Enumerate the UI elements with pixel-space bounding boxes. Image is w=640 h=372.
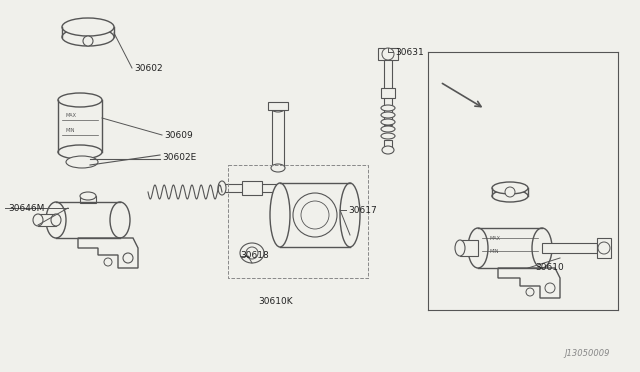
Ellipse shape xyxy=(80,192,96,200)
Ellipse shape xyxy=(110,202,130,238)
Ellipse shape xyxy=(381,126,395,132)
Text: 30602E: 30602E xyxy=(162,153,196,161)
Circle shape xyxy=(293,193,337,237)
Ellipse shape xyxy=(46,202,66,238)
Ellipse shape xyxy=(51,214,61,226)
Bar xyxy=(384,140,392,150)
Ellipse shape xyxy=(381,105,395,111)
Ellipse shape xyxy=(468,228,488,268)
Bar xyxy=(272,108,284,168)
Bar xyxy=(597,238,611,258)
Ellipse shape xyxy=(270,183,290,247)
Text: 30631: 30631 xyxy=(395,48,424,57)
Bar xyxy=(381,88,395,98)
Circle shape xyxy=(123,253,133,263)
Ellipse shape xyxy=(218,181,226,195)
Ellipse shape xyxy=(532,228,552,268)
Text: MAX: MAX xyxy=(490,236,501,241)
Circle shape xyxy=(545,283,555,293)
Ellipse shape xyxy=(340,183,360,247)
Ellipse shape xyxy=(381,133,395,139)
Circle shape xyxy=(505,187,515,197)
Ellipse shape xyxy=(58,93,102,107)
Ellipse shape xyxy=(271,164,285,172)
Ellipse shape xyxy=(381,112,395,118)
Text: 30610K: 30610K xyxy=(258,298,292,307)
Circle shape xyxy=(598,242,610,254)
Ellipse shape xyxy=(66,156,98,168)
Circle shape xyxy=(301,201,329,229)
Bar xyxy=(268,102,288,110)
Bar xyxy=(378,48,398,60)
Bar xyxy=(80,196,96,203)
Bar xyxy=(460,240,478,256)
Ellipse shape xyxy=(62,28,114,46)
Bar xyxy=(542,243,597,253)
Text: 30646M: 30646M xyxy=(8,203,44,212)
Text: 30617: 30617 xyxy=(348,205,377,215)
Polygon shape xyxy=(498,268,560,298)
Text: 30609: 30609 xyxy=(164,131,193,140)
Text: MIN: MIN xyxy=(65,128,74,133)
Ellipse shape xyxy=(492,190,528,202)
Text: MIN: MIN xyxy=(490,249,499,254)
Circle shape xyxy=(83,36,93,46)
Text: 30610: 30610 xyxy=(535,263,564,273)
Bar xyxy=(384,60,392,125)
Ellipse shape xyxy=(382,146,394,154)
Circle shape xyxy=(246,247,258,259)
Ellipse shape xyxy=(58,145,102,159)
Ellipse shape xyxy=(455,240,465,256)
Bar xyxy=(242,181,262,195)
Ellipse shape xyxy=(271,104,285,112)
Ellipse shape xyxy=(33,214,43,226)
Ellipse shape xyxy=(62,18,114,36)
Text: J13050009: J13050009 xyxy=(564,349,610,358)
Circle shape xyxy=(382,48,394,60)
Text: MAX: MAX xyxy=(65,113,76,118)
Bar xyxy=(38,214,56,226)
Text: 30618: 30618 xyxy=(240,251,269,260)
Circle shape xyxy=(104,258,112,266)
Bar xyxy=(222,184,277,192)
Polygon shape xyxy=(78,238,138,268)
Text: 30602: 30602 xyxy=(134,64,163,73)
Circle shape xyxy=(526,288,534,296)
Ellipse shape xyxy=(492,182,528,194)
Ellipse shape xyxy=(381,119,395,125)
Ellipse shape xyxy=(240,243,264,263)
